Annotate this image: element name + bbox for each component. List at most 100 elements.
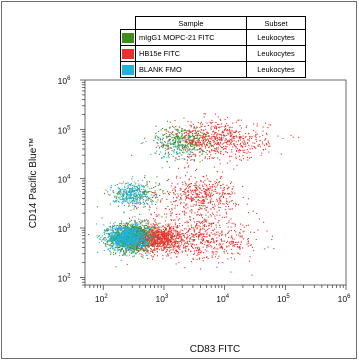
data-point (163, 248, 165, 250)
data-point (223, 135, 225, 137)
data-point (209, 242, 211, 244)
data-point (162, 258, 164, 260)
data-point (199, 137, 201, 139)
data-point (197, 249, 199, 251)
data-point (141, 221, 143, 223)
data-point (151, 236, 153, 238)
data-point (105, 246, 107, 248)
data-point (174, 219, 176, 221)
data-point (149, 237, 151, 239)
data-point (224, 119, 226, 121)
data-point (208, 140, 210, 142)
data-point (110, 252, 112, 254)
data-point (221, 245, 223, 247)
data-point (168, 255, 170, 257)
data-point (216, 140, 218, 142)
data-point (113, 242, 115, 244)
data-point (163, 231, 165, 233)
data-point (104, 245, 106, 247)
data-point (170, 257, 172, 259)
data-point (119, 196, 121, 198)
data-point (193, 137, 195, 139)
data-point (205, 184, 207, 186)
data-point (147, 199, 149, 201)
data-point (115, 225, 117, 227)
data-point (209, 202, 211, 204)
data-point (118, 226, 120, 228)
data-point (163, 237, 165, 239)
data-point (185, 137, 187, 139)
data-point (134, 197, 136, 199)
data-point (196, 144, 198, 146)
data-point (150, 248, 152, 250)
data-point (172, 131, 174, 133)
data-point (179, 223, 181, 225)
data-point (220, 199, 222, 201)
data-point (180, 236, 182, 238)
data-point (225, 138, 227, 140)
data-point (189, 153, 191, 155)
data-point (264, 138, 266, 140)
data-point (193, 218, 195, 220)
data-point (144, 191, 146, 193)
data-point (196, 225, 198, 227)
data-point (139, 238, 141, 240)
data-point (133, 198, 135, 200)
data-point (153, 243, 155, 245)
data-point (120, 229, 122, 231)
data-point (125, 227, 127, 229)
data-point (211, 250, 213, 252)
data-point (195, 224, 197, 226)
data-point (227, 193, 229, 195)
data-point (152, 237, 154, 239)
data-point (238, 139, 240, 141)
data-point (174, 201, 176, 203)
data-point (199, 231, 201, 233)
data-point (175, 177, 177, 179)
data-point (169, 132, 171, 134)
data-point (139, 197, 141, 199)
data-point (114, 240, 116, 242)
data-point (175, 146, 177, 148)
data-point (146, 244, 148, 246)
data-point (193, 153, 195, 155)
data-point (214, 137, 216, 139)
data-point (190, 224, 192, 226)
data-point (101, 235, 103, 237)
data-point (180, 140, 182, 142)
data-point (183, 147, 185, 149)
data-point (214, 183, 216, 185)
data-point (184, 192, 186, 194)
data-point (126, 236, 128, 238)
data-point (117, 228, 119, 230)
data-point (139, 244, 141, 246)
data-point (176, 146, 178, 148)
data-point (126, 236, 128, 238)
data-point (191, 261, 193, 263)
data-point (211, 238, 213, 240)
data-point (216, 138, 218, 140)
data-point (165, 137, 167, 139)
data-point (194, 140, 196, 142)
data-point (229, 131, 231, 133)
data-point (190, 250, 192, 252)
data-point (142, 142, 144, 144)
data-point (258, 218, 260, 220)
data-point (181, 145, 183, 147)
data-point (210, 198, 212, 200)
data-point (160, 234, 162, 236)
data-point (184, 175, 186, 177)
data-point (237, 252, 239, 254)
data-point (134, 238, 136, 240)
data-point (138, 183, 140, 185)
data-point (187, 121, 189, 123)
data-point (142, 230, 144, 232)
data-point (159, 138, 161, 140)
data-point (137, 229, 139, 231)
data-point (164, 237, 166, 239)
data-point (172, 131, 174, 133)
data-point (239, 159, 241, 161)
data-point (154, 234, 156, 236)
data-point (136, 230, 138, 232)
data-point (142, 239, 144, 241)
